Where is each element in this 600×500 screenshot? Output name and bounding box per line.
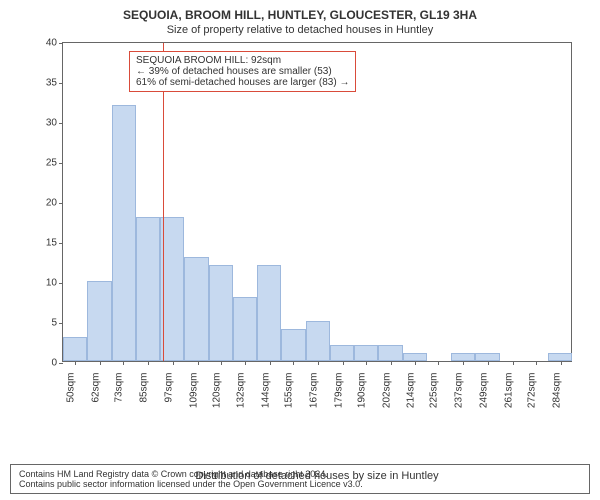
y-tick-label: 5 — [51, 318, 57, 329]
y-tick-label: 20 — [46, 198, 57, 209]
x-tick-mark — [318, 361, 319, 365]
footer-line-1: Contains HM Land Registry data © Crown c… — [19, 469, 581, 479]
x-tick-label: 237sqm — [454, 373, 465, 409]
x-tick-mark — [293, 361, 294, 365]
histogram-bar — [233, 297, 257, 361]
x-tick-mark — [391, 361, 392, 365]
x-tick-label: 144sqm — [261, 373, 272, 409]
x-tick-mark — [513, 361, 514, 365]
annotation-line: 61% of semi-detached houses are larger (… — [136, 77, 349, 88]
x-tick-label: 167sqm — [309, 373, 320, 409]
histogram-bar — [112, 105, 136, 361]
y-tick-label: 0 — [51, 358, 57, 369]
annotation-line: SEQUOIA BROOM HILL: 92sqm — [136, 55, 349, 66]
histogram-bar — [306, 321, 330, 361]
histogram-bar — [403, 353, 427, 361]
x-tick-label: 214sqm — [406, 373, 417, 409]
x-tick-mark — [245, 361, 246, 365]
histogram-bar — [378, 345, 402, 361]
histogram-bar — [184, 257, 208, 361]
x-tick-mark — [75, 361, 76, 365]
x-tick-mark — [270, 361, 271, 365]
histogram-plot: 051015202530354050sqm62sqm73sqm85sqm97sq… — [62, 42, 572, 362]
x-tick-label: 155sqm — [284, 373, 295, 409]
x-tick-mark — [198, 361, 199, 365]
x-tick-label: 272sqm — [526, 373, 537, 409]
footer-attribution: Contains HM Land Registry data © Crown c… — [10, 464, 590, 494]
histogram-bar — [257, 265, 281, 361]
x-tick-mark — [100, 361, 101, 365]
y-tick-label: 15 — [46, 238, 57, 249]
x-tick-label: 190sqm — [356, 373, 367, 409]
y-tick-mark — [59, 203, 63, 204]
y-tick-label: 40 — [46, 38, 57, 49]
histogram-bar — [354, 345, 378, 361]
y-tick-mark — [59, 283, 63, 284]
x-tick-label: 120sqm — [211, 373, 222, 409]
title-sub: Size of property relative to detached ho… — [10, 24, 590, 36]
x-tick-label: 50sqm — [66, 373, 77, 403]
x-tick-label: 62sqm — [91, 373, 102, 403]
x-tick-label: 132sqm — [236, 373, 247, 409]
annotation-line: ← 39% of detached houses are smaller (53… — [136, 66, 349, 77]
histogram-bar — [209, 265, 233, 361]
y-tick-label: 35 — [46, 78, 57, 89]
x-tick-label: 85sqm — [139, 373, 150, 403]
x-tick-mark — [536, 361, 537, 365]
y-tick-mark — [59, 163, 63, 164]
x-tick-label: 202sqm — [381, 373, 392, 409]
x-tick-label: 261sqm — [503, 373, 514, 409]
x-tick-label: 179sqm — [333, 373, 344, 409]
y-tick-label: 10 — [46, 278, 57, 289]
x-tick-label: 73sqm — [114, 373, 125, 403]
x-tick-label: 109sqm — [188, 373, 199, 409]
x-tick-mark — [488, 361, 489, 365]
x-tick-label: 225sqm — [429, 373, 440, 409]
x-tick-mark — [123, 361, 124, 365]
x-tick-mark — [366, 361, 367, 365]
histogram-bar — [63, 337, 87, 361]
histogram-bar — [136, 217, 160, 361]
x-tick-mark — [463, 361, 464, 365]
x-tick-mark — [343, 361, 344, 365]
histogram-bar — [451, 353, 475, 361]
y-tick-mark — [59, 363, 63, 364]
y-tick-mark — [59, 323, 63, 324]
x-tick-mark — [148, 361, 149, 365]
chart-area: Number of detached properties 0510152025… — [10, 42, 590, 422]
histogram-bar — [330, 345, 354, 361]
histogram-bar — [281, 329, 305, 361]
x-tick-label: 249sqm — [479, 373, 490, 409]
x-tick-mark — [221, 361, 222, 365]
y-tick-mark — [59, 43, 63, 44]
y-tick-mark — [59, 123, 63, 124]
y-tick-mark — [59, 83, 63, 84]
x-tick-label: 97sqm — [163, 373, 174, 403]
y-tick-mark — [59, 243, 63, 244]
title-main: SEQUOIA, BROOM HILL, HUNTLEY, GLOUCESTER… — [10, 8, 590, 22]
x-tick-label: 284sqm — [551, 373, 562, 409]
y-tick-label: 30 — [46, 118, 57, 129]
x-tick-mark — [438, 361, 439, 365]
y-tick-label: 25 — [46, 158, 57, 169]
footer-line-2: Contains public sector information licen… — [19, 479, 581, 489]
histogram-bar — [475, 353, 499, 361]
histogram-bar — [87, 281, 111, 361]
histogram-bar — [548, 353, 572, 361]
x-tick-mark — [561, 361, 562, 365]
x-tick-mark — [415, 361, 416, 365]
x-tick-mark — [173, 361, 174, 365]
annotation-box: SEQUOIA BROOM HILL: 92sqm← 39% of detach… — [129, 51, 356, 92]
histogram-bar — [160, 217, 184, 361]
